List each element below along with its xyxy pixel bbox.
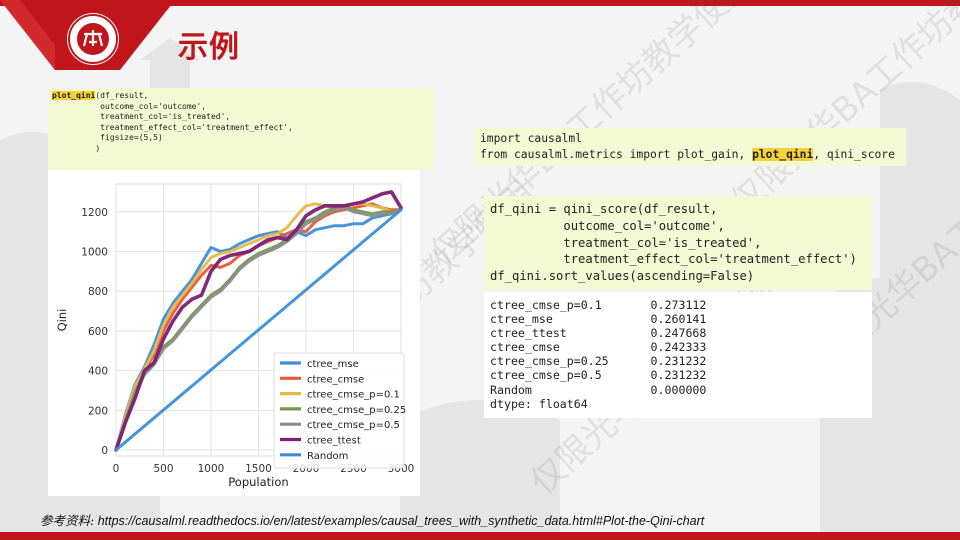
legend-label: ctree_mse (307, 359, 359, 370)
code-line: treatment_effect_col='treatment_effect', (52, 122, 293, 132)
y-tick-label: 800 (88, 286, 108, 298)
y-axis-label: Qini (55, 309, 69, 332)
output-line: ctree_mse 0.260141 (490, 312, 707, 327)
output-line: ctree_cmse_p=0.1 0.273112 (490, 298, 707, 312)
code-line: outcome_col='outcome', (52, 101, 207, 111)
output-line: Random 0.000000 (490, 382, 707, 397)
code-line: df_qini.sort_values(ascending=False) (490, 269, 755, 284)
code-line: , qini_score (813, 148, 895, 161)
legend-label: ctree_cmse_p=0.1 (307, 390, 400, 401)
output-line: ctree_ttest 0.247668 (490, 326, 707, 341)
x-tick-label: 500 (153, 463, 173, 475)
legend-label: ctree_ttest (307, 436, 361, 447)
y-tick-label: 1000 (81, 247, 108, 259)
slide-title: 示例 (178, 30, 240, 65)
code-line: df_qini = qini_score(df_result, (490, 202, 718, 216)
code-line: treatment_effect_col='treatment_effect') (490, 252, 857, 267)
output-line: dtype: float64 (490, 396, 588, 411)
code-line: treatment_col='is_treated', (52, 112, 231, 121)
series-line-ctree-ttest (114, 190, 403, 452)
reference-url[interactable]: https://causalml.readthedocs.io/en/lates… (94, 514, 705, 528)
y-tick-label: 1200 (81, 207, 108, 219)
code-line: treatment_col='is_treated', (490, 235, 762, 250)
import-code: import causalml from causalml.metrics im… (474, 128, 906, 166)
code-line: ) (52, 143, 101, 153)
y-tick-label: 0 (101, 445, 108, 457)
function-name-highlight: plot_qini (52, 91, 96, 100)
code-line: (df_result, (95, 91, 149, 100)
series-line-ctree-cmse-p-0-25 (114, 204, 403, 452)
y-tick-label: 600 (88, 326, 108, 338)
legend-label: ctree_cmse_p=0.25 (307, 405, 406, 416)
y-tick-label: 400 (88, 366, 108, 378)
legend-label: Random (307, 451, 348, 462)
output-line: ctree_cmse_p=0.5 0.231232 (490, 368, 707, 383)
output-line: ctree_cmse 0.242333 (490, 340, 707, 355)
top-accent-bar (0, 0, 960, 6)
y-tick-label: 200 (88, 405, 108, 417)
legend-box (273, 352, 405, 469)
qini-score-code: df_qini = qini_score(df_result, outcome_… (484, 196, 872, 290)
code-line: figsize=(5,5) (52, 133, 163, 142)
series-line-Random (114, 208, 403, 452)
series-line-ctree-cmse-p-0-5 (114, 206, 403, 452)
x-axis-label: Population (228, 475, 288, 489)
code-line: import causalml (480, 132, 583, 145)
series-line-ctree-mse (114, 208, 403, 452)
code-line: from causalml.metrics import plot_gain, (480, 148, 753, 161)
x-tick-label: 0 (113, 463, 120, 475)
reference-label: 参考资料: (40, 513, 95, 528)
x-tick-label: 1500 (245, 463, 272, 475)
output-line: ctree_cmse_p=0.25 0.231232 (490, 354, 707, 369)
legend-label: ctree_cmse (307, 374, 364, 385)
plot-qini-call-code: plot_qini(df_result, outcome_col='outcom… (48, 88, 434, 170)
function-name-highlight: plot_qini (752, 148, 814, 161)
bottom-accent-bar (0, 532, 960, 540)
university-seal-icon (67, 13, 119, 65)
legend-label: ctree_cmse_p=0.5 (307, 420, 400, 431)
qini-chart: 0 200 400 600 800 1000 1200 0 500 1000 1500 2000 250… (48, 170, 420, 496)
qini-score-output: ctree_cmse_p=0.1 0.273112 ctree_mse 0.26… (484, 292, 872, 418)
x-tick-label: 1000 (198, 463, 225, 475)
reference-line: 参考资料: https://causalml.readthedocs.io/en… (40, 510, 704, 529)
code-line: outcome_col='outcome', (490, 218, 725, 233)
